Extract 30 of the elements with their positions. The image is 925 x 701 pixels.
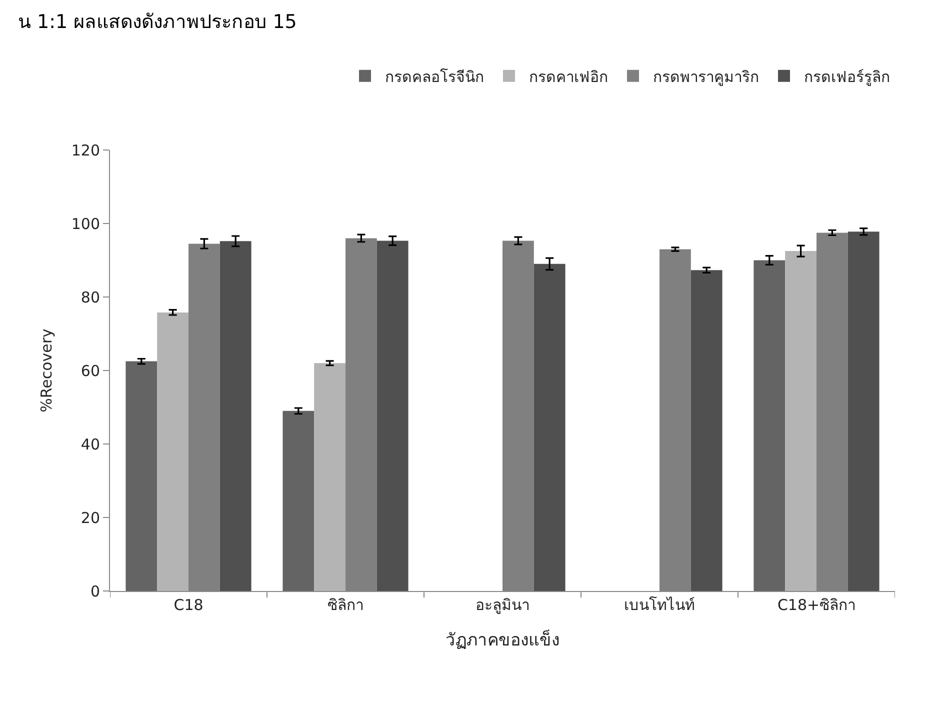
legend-label: กรดคลอโรจีนิก	[385, 68, 484, 86]
y-tick-label: 120	[71, 141, 100, 160]
y-axis-title: %Recovery	[38, 328, 56, 412]
legend-label: กรดคาเฟอิก	[529, 68, 608, 86]
x-tick-label: เบนโทไนท์	[624, 596, 695, 614]
bar	[314, 363, 346, 591]
bar	[126, 361, 158, 591]
x-axis-title: วัฏภาคของแข็ง	[446, 628, 560, 650]
legend-label: กรดพาราคูมาริก	[653, 68, 759, 86]
y-tick-label: 0	[90, 582, 100, 600]
bar	[376, 240, 408, 591]
x-tick-label: C18+ซิลิกา	[777, 596, 856, 614]
bar	[848, 232, 880, 591]
y-tick-label: 40	[80, 435, 100, 454]
bar	[220, 241, 252, 591]
bar	[282, 410, 314, 591]
bar	[690, 270, 722, 591]
y-tick-label: 20	[80, 508, 100, 527]
y-tick-label: 60	[80, 362, 100, 380]
x-tick-label: อะลูมินา	[476, 596, 530, 614]
text: น 1:1 ผลแสดงดังภาพประกอบ 15	[18, 11, 297, 33]
bar	[785, 251, 816, 591]
y-tick-label: 80	[80, 288, 100, 306]
bar	[534, 264, 566, 591]
x-tick-label: C18	[174, 596, 204, 614]
x-tick-label: ซิลิกา	[328, 596, 364, 614]
bar	[157, 312, 188, 591]
legend-label: กรดเฟอร์รูลิก	[804, 68, 890, 86]
bar	[754, 260, 786, 591]
y-tick-label: 100	[71, 214, 100, 233]
